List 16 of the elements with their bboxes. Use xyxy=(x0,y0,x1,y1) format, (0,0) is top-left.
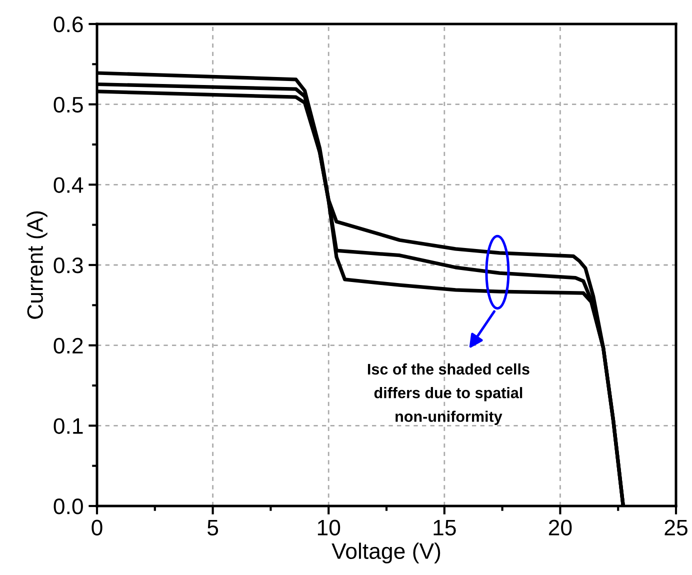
y-tick-label: 0.3 xyxy=(54,258,83,274)
y-tick-label: 0.5 xyxy=(54,96,83,113)
y-tick-label: 0.0 xyxy=(54,498,83,514)
x-axis-title: Voltage (V) xyxy=(332,542,440,564)
y-tick-label: 0.1 xyxy=(54,418,83,434)
x-tick-label: 25 xyxy=(664,520,688,536)
x-tick-label: 20 xyxy=(548,520,572,536)
y-axis-title: Current (A) xyxy=(26,211,48,319)
x-tick-label: 5 xyxy=(208,520,218,536)
y-tick-label: 0.4 xyxy=(54,177,84,193)
x-tick-label: 15 xyxy=(434,520,456,536)
x-tick-label: 10 xyxy=(318,520,340,536)
y-tick-label: 0.6 xyxy=(54,16,83,32)
annotation: Isc of the shaded cells differs due to spatial non-uniformity xyxy=(368,363,530,425)
y-tick-label: 0.2 xyxy=(54,338,83,354)
x-tick-label: 0 xyxy=(92,520,102,536)
